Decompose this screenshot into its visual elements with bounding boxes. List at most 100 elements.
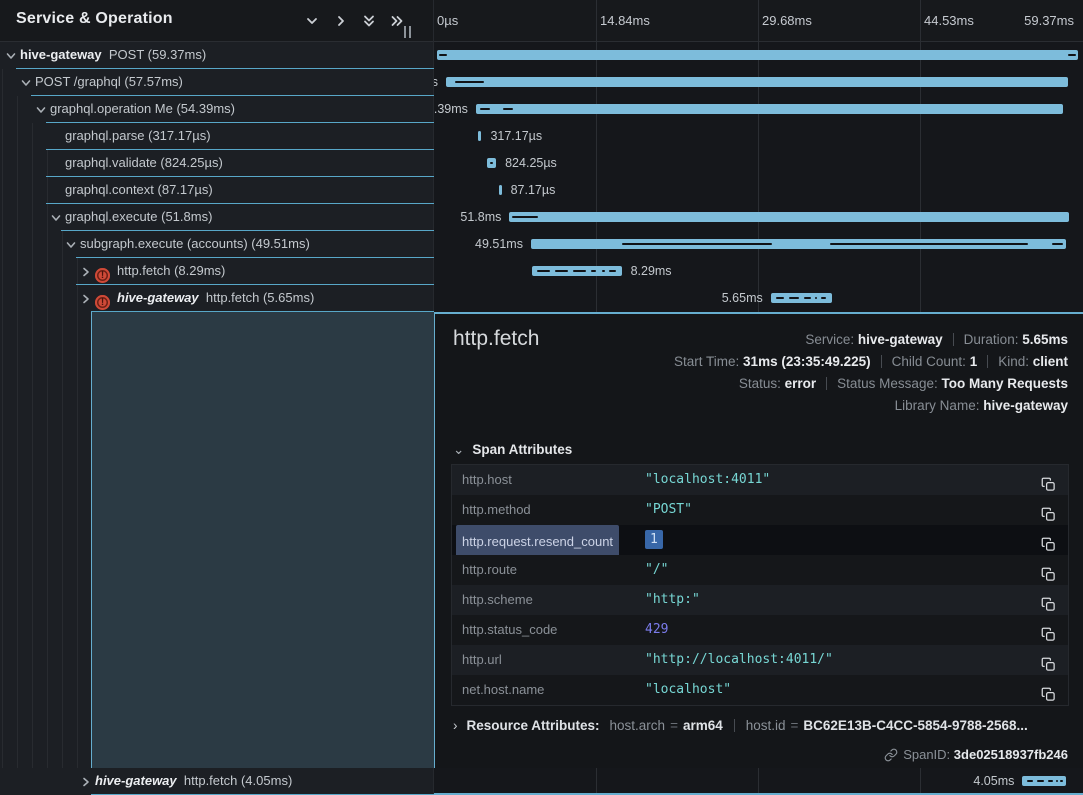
child-span-mark	[1056, 780, 1059, 782]
operation-label: POST /graphql (57.57ms)	[35, 74, 183, 89]
resource-key: host.id	[746, 718, 786, 733]
trace-viewer: 0µs14.84ms29.68ms44.53ms59.37ms 57.57ms5…	[0, 0, 1083, 795]
child-span-mark	[804, 297, 811, 299]
chevrons-right-icon[interactable]	[388, 13, 404, 29]
span-duration-bar[interactable]	[509, 212, 1068, 222]
span-tree-row[interactable]: !hive-gateway http.fetch (5.65ms)	[0, 285, 434, 312]
attribute-value: "POST"	[645, 495, 692, 525]
copy-icon[interactable]	[1041, 593, 1056, 608]
span-tree-row[interactable]: graphql.operation Me (54.39ms)	[0, 96, 434, 123]
span-duration-bar[interactable]	[771, 293, 832, 303]
timeline-tick-label: 44.53ms	[924, 13, 974, 28]
meta-divider	[953, 333, 954, 346]
span-duration-bar[interactable]	[499, 185, 502, 195]
copy-icon[interactable]	[1041, 473, 1056, 488]
span-duration-bar[interactable]	[437, 50, 1078, 60]
meta-label: Status Message:	[837, 376, 941, 391]
span-duration-bar[interactable]	[532, 266, 622, 276]
attribute-row[interactable]: http.route"/"	[452, 555, 1068, 585]
span-row-label: !http.fetch (8.29ms)	[95, 263, 225, 283]
chevron-down-icon[interactable]	[5, 49, 17, 61]
attribute-value: "localhost"	[645, 675, 731, 705]
attribute-key: http.scheme	[462, 585, 533, 615]
row-border	[91, 311, 434, 312]
meta-label: Status:	[739, 376, 785, 391]
chevrons-down-icon[interactable]	[361, 13, 377, 29]
chevron-right-icon[interactable]	[333, 13, 349, 29]
panel-resize-handle[interactable]	[403, 26, 413, 39]
span-tree-row[interactable]: hive-gateway http.fetch (4.05ms)	[0, 768, 434, 795]
operation-label: graphql.parse (317.17µs)	[65, 128, 211, 143]
attribute-key: http.method	[462, 495, 531, 525]
copy-icon[interactable]	[1041, 563, 1056, 578]
span-row-label: graphql.parse (317.17µs)	[65, 128, 211, 143]
copy-icon[interactable]	[1041, 623, 1056, 638]
span-duration-bar[interactable]	[476, 104, 1063, 114]
chevron-down-icon[interactable]	[50, 211, 62, 223]
chevron-down-icon[interactable]	[35, 103, 47, 115]
copy-icon[interactable]	[1041, 683, 1056, 698]
attribute-row[interactable]: http.request.resend_count1	[452, 525, 1068, 555]
chevron-right-icon[interactable]	[80, 265, 92, 277]
span-duration-bar[interactable]	[446, 77, 1068, 87]
span-tree-row[interactable]: !http.fetch (8.29ms)	[0, 258, 434, 285]
span-attributes-section-header[interactable]: ⌄ Span Attributes	[453, 442, 572, 458]
resource-attributes-row[interactable]: ›Resource Attributes:host.arch=arm64host…	[453, 718, 1028, 733]
span-meta-line: Status: errorStatus Message: Too Many Re…	[674, 373, 1068, 395]
meta-value: 5.65ms	[1022, 332, 1068, 347]
span-meta-line: Start Time: 31ms (23:35:49.225)Child Cou…	[674, 351, 1068, 373]
meta-label: Child Count:	[892, 354, 970, 369]
chevron-down-icon: ⌄	[453, 442, 464, 457]
attribute-row[interactable]: http.method "POST"	[452, 495, 1068, 525]
span-tree-row[interactable]: graphql.parse (317.17µs)	[0, 123, 434, 150]
equals-sign: =	[670, 718, 678, 733]
span-tree-row[interactable]: graphql.execute (51.8ms)	[0, 204, 434, 231]
attribute-value: "http://localhost:4011/"	[645, 645, 833, 675]
panel-title: Service & Operation	[16, 10, 173, 28]
span-duration-bar[interactable]	[531, 239, 1066, 249]
meta-value: hive-gateway	[858, 332, 943, 347]
attribute-key: http.route	[462, 555, 517, 585]
span-attributes-title: Span Attributes	[472, 442, 572, 457]
resource-value: BC62E13B-C4CC-5854-9788-2568...	[803, 718, 1027, 733]
child-span-mark	[1048, 780, 1053, 782]
child-span-mark	[789, 297, 799, 299]
copy-icon[interactable]	[1041, 653, 1056, 668]
span-duration-label: 317.17µs	[490, 129, 542, 143]
span-row-label: graphql.context (87.17µs)	[65, 182, 213, 197]
copy-icon[interactable]	[1041, 503, 1056, 518]
span-tree-row[interactable]: graphql.context (87.17µs)	[0, 177, 434, 204]
span-duration-label: 87.17µs	[511, 183, 556, 197]
span-duration-bar[interactable]	[1022, 776, 1066, 786]
attribute-row[interactable]: http.host"localhost:4011"	[452, 465, 1068, 495]
span-tree-row[interactable]: subgraph.execute (accounts) (49.51ms)	[0, 231, 434, 258]
attribute-row[interactable]: http.scheme "http:"	[452, 585, 1068, 615]
span-row-label: POST /graphql (57.57ms)	[35, 74, 183, 89]
span-row-label: graphql.execute (51.8ms)	[65, 209, 212, 224]
span-id-label: SpanID:	[903, 747, 950, 762]
chevron-down-icon[interactable]	[20, 76, 32, 88]
span-tree-row[interactable]: hive-gateway POST (59.37ms)	[0, 42, 434, 69]
timeline-tick-label: 59.37ms	[1024, 13, 1074, 28]
chevron-right-icon[interactable]	[80, 292, 92, 304]
attribute-value: "http:"	[645, 585, 700, 615]
chevron-down-icon[interactable]	[304, 13, 320, 29]
attribute-key: net.host.name	[462, 675, 544, 705]
selected-span-highlight	[91, 312, 434, 768]
span-duration-bar[interactable]	[487, 158, 496, 168]
chevron-right-icon[interactable]	[80, 775, 92, 787]
operation-label: graphql.execute (51.8ms)	[65, 209, 212, 224]
child-span-mark	[602, 270, 606, 272]
attribute-row[interactable]: http.status_code429	[452, 615, 1068, 645]
child-span-mark	[591, 270, 596, 272]
copy-icon[interactable]	[1041, 533, 1056, 548]
child-span-mark	[512, 216, 538, 218]
attribute-row[interactable]: http.url"http://localhost:4011/"	[452, 645, 1068, 675]
span-tree-row[interactable]: graphql.validate (824.25µs)	[0, 150, 434, 177]
span-tree-row[interactable]: POST /graphql (57.57ms)	[0, 69, 434, 96]
span-duration-label: 5.65ms	[722, 291, 763, 305]
chevron-down-icon[interactable]	[65, 238, 77, 250]
span-duration-bar[interactable]	[478, 131, 481, 141]
span-row-label: subgraph.execute (accounts) (49.51ms)	[80, 236, 310, 251]
attribute-row[interactable]: net.host.name "localhost"	[452, 675, 1068, 705]
